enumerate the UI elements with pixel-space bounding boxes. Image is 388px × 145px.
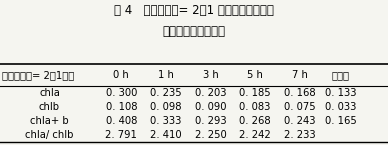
Text: 0. 203: 0. 203 [195,88,226,98]
Text: chla: chla [39,88,60,98]
Text: 含量及光稳定性比较: 含量及光稳定性比较 [163,25,225,38]
Text: chla+ b: chla+ b [30,116,69,126]
Text: 2. 410: 2. 410 [150,130,182,140]
Text: 0. 185: 0. 185 [239,88,271,98]
Text: 0. 133: 0. 133 [325,88,356,98]
Text: 0. 098: 0. 098 [150,102,182,112]
Text: 0. 033: 0. 033 [325,102,356,112]
Text: 0. 243: 0. 243 [284,116,315,126]
Text: 2. 791: 2. 791 [105,130,137,140]
Text: 0. 168: 0. 168 [284,88,315,98]
Text: 表 4   乙醇：丙酮= 2：1 浸提法所得叶绿素: 表 4 乙醇：丙酮= 2：1 浸提法所得叶绿素 [114,4,274,17]
Text: 0. 293: 0. 293 [195,116,226,126]
Text: 0. 268: 0. 268 [239,116,271,126]
Text: 1 h: 1 h [158,70,174,80]
Text: 0. 235: 0. 235 [150,88,182,98]
Text: 0. 090: 0. 090 [195,102,226,112]
Text: 0. 333: 0. 333 [150,116,182,126]
Text: 3 h: 3 h [203,70,218,80]
Text: 2. 250: 2. 250 [195,130,226,140]
Text: 乙醇：丙酮= 2：1浸提: 乙醇：丙酮= 2：1浸提 [2,70,74,80]
Text: 0. 300: 0. 300 [106,88,137,98]
Text: 7 h: 7 h [292,70,308,80]
Text: chlb: chlb [39,102,60,112]
Text: 0. 165: 0. 165 [325,116,356,126]
Text: 2. 242: 2. 242 [239,130,271,140]
Text: 0. 108: 0. 108 [106,102,137,112]
Text: 降解值: 降解值 [331,70,350,80]
Text: chla/ chlb: chla/ chlb [25,130,74,140]
Text: 0. 075: 0. 075 [284,102,315,112]
Text: 5 h: 5 h [247,70,263,80]
Text: 2. 233: 2. 233 [284,130,315,140]
Text: 0. 408: 0. 408 [106,116,137,126]
Text: 0. 083: 0. 083 [239,102,271,112]
Text: 0 h: 0 h [113,70,129,80]
